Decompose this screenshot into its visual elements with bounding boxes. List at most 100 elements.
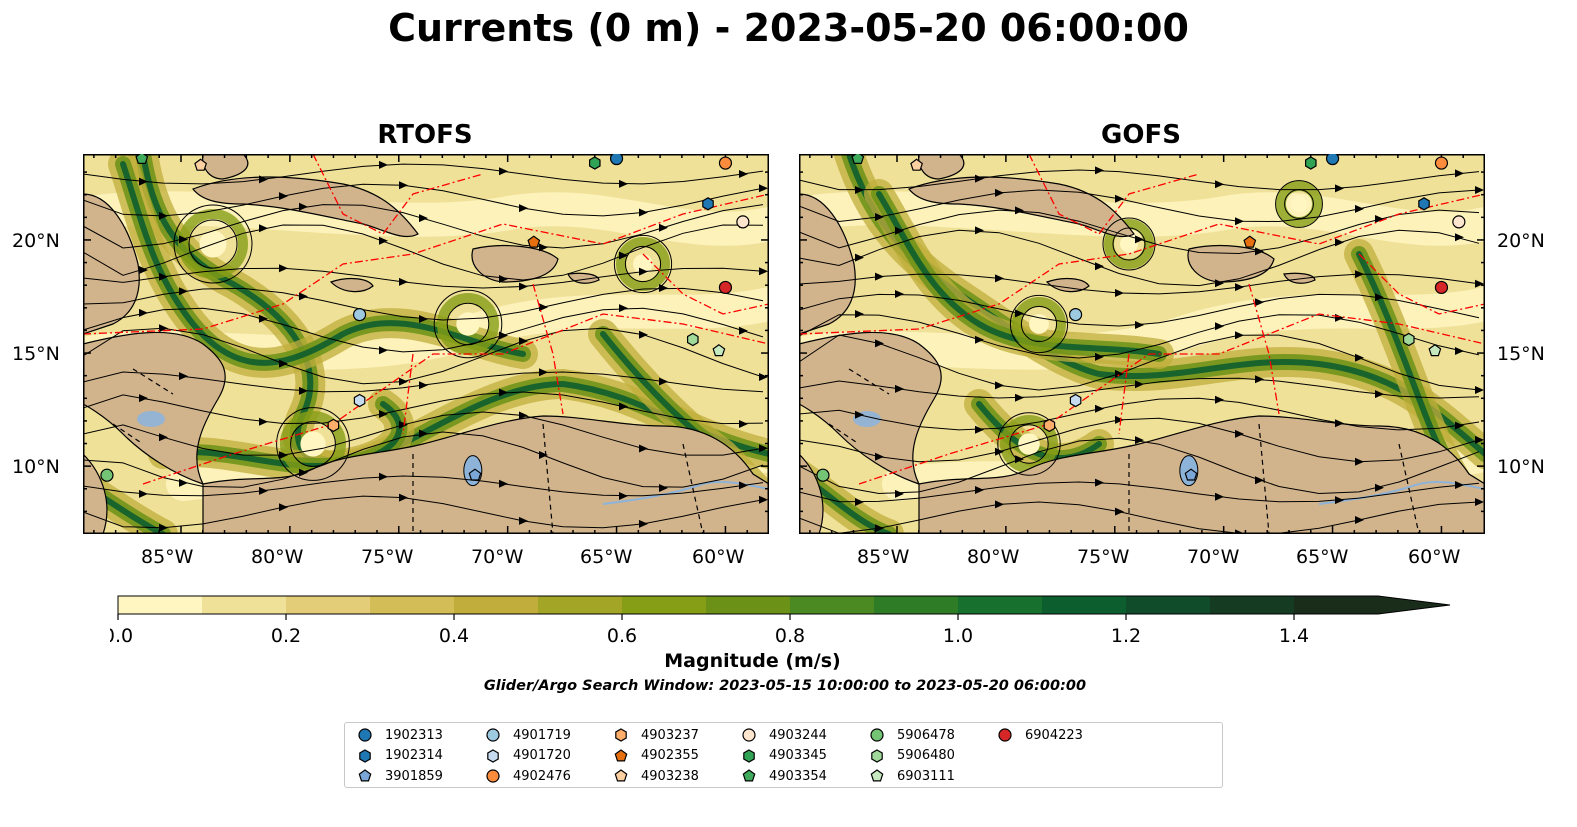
land-puerto-rico <box>1283 272 1316 284</box>
colorbar-segment <box>370 596 455 614</box>
legend-label: 5906480 <box>897 748 955 763</box>
float-marker-4903244 <box>1452 215 1466 229</box>
colorbar-tick-label: 1.4 <box>1279 625 1309 647</box>
colorbar-segment <box>1126 596 1211 614</box>
float-marker-4901720 <box>1069 393 1082 408</box>
colorbar-tick-label: 0.6 <box>607 625 637 647</box>
colorbar-segment <box>454 596 539 614</box>
lat-label-10n-right: 10°N <box>1497 456 1545 478</box>
colorbar-tick-label: 0.2 <box>271 625 301 647</box>
legend-label: 1902313 <box>385 727 443 743</box>
colorbar-segment <box>118 596 203 614</box>
colorbar: 0.0 0.2 0.4 0.6 0.8 1.0 1.2 1.4 <box>110 595 1451 647</box>
float-marker-6904223 <box>1434 280 1449 295</box>
map-frame <box>83 154 769 534</box>
float-marker-4901720 <box>353 393 366 408</box>
land-jamaica <box>1045 277 1090 293</box>
legend-marker-4903237 <box>615 728 627 742</box>
lon-label-75w-rtofs: 75°W <box>361 546 414 568</box>
legend-item-4903244: 4903244 <box>741 725 827 745</box>
float-marker-5906478 <box>100 468 114 482</box>
colorbar-segment <box>1210 596 1295 614</box>
eddy-ring <box>1012 297 1066 351</box>
float-marker-6903111 <box>1428 344 1442 357</box>
map-frame <box>799 154 1485 534</box>
lon-label-70w-gofs: 70°W <box>1187 546 1240 568</box>
legend-item-6904223: 6904223 <box>997 725 1083 745</box>
float-marker-3901859 <box>468 468 482 481</box>
low-speed-band <box>83 191 769 246</box>
legend-marker-4903244 <box>742 728 756 742</box>
legend-marker-6904223 <box>998 728 1012 742</box>
eddy-center <box>456 312 480 336</box>
legend-item-4903237: 4903237 <box>613 725 699 745</box>
float-marker-6903111 <box>712 344 726 357</box>
legend-label: 4903345 <box>769 748 827 763</box>
legend-marker-4902476 <box>486 769 500 783</box>
eddy-ring <box>1000 415 1058 473</box>
legend-item-4903354: 4903354 <box>741 766 827 786</box>
colorbar-segment <box>1294 596 1379 614</box>
lat-label-20n-left: 20°N <box>12 230 60 252</box>
lon-label-65w-gofs: 65°W <box>1296 546 1349 568</box>
float-marker-4902355 <box>527 235 541 248</box>
colorbar-segment <box>958 596 1043 614</box>
colorbar-segment <box>874 596 959 614</box>
legend-item-3901859: 3901859 <box>357 766 443 786</box>
land-yucatan <box>83 193 140 335</box>
legend-marker-1902314 <box>359 748 371 763</box>
legend-item-6903111: 6903111 <box>869 766 955 786</box>
land-hispaniola <box>471 245 559 283</box>
legend-item-4901720: 4901720 <box>485 746 571 766</box>
float-marker-4902355 <box>1243 235 1257 248</box>
figure-title: Currents (0 m) - 2023-05-20 06:00:00 <box>388 6 1189 50</box>
land-south-america <box>918 415 1485 534</box>
legend-label: 1902314 <box>385 748 443 763</box>
colorbar-segment <box>538 596 623 614</box>
colorbar-tick-label: 0.0 <box>110 625 133 647</box>
lake-nicaragua <box>137 411 165 427</box>
current-band-core <box>876 191 1162 357</box>
search-window-text: Glider/Argo Search Window: 2023-05-15 10… <box>483 678 1087 694</box>
country-borders <box>828 368 1420 534</box>
float-marker-4903345 <box>1305 156 1317 170</box>
current-band-core <box>120 161 526 366</box>
colorbar-segment <box>1042 596 1127 614</box>
lon-label-65w-rtofs: 65°W <box>580 546 633 568</box>
legend-label: 4902355 <box>641 748 699 763</box>
colorbar-segment <box>790 596 875 614</box>
legend-marker-4901719 <box>486 728 500 742</box>
streamlines <box>83 160 768 532</box>
legend-marker-4901720 <box>487 748 499 763</box>
legend-label: 4902476 <box>513 768 571 784</box>
legend-label: 5906478 <box>897 727 955 743</box>
float-marker-6904223 <box>718 280 733 295</box>
float-marker-3901859 <box>1184 468 1198 481</box>
float-marker-5906480 <box>1402 332 1415 347</box>
lon-label-85w-gofs: 85°W <box>857 546 910 568</box>
legend-item-4903345: 4903345 <box>741 746 827 766</box>
float-marker-1902314 <box>702 197 714 211</box>
current-band-core <box>976 401 1102 462</box>
float-marker-4903237 <box>327 418 340 433</box>
frame-ticks <box>799 154 1485 534</box>
legend-marker-1902313 <box>358 728 372 742</box>
float-marker-4901719 <box>352 307 367 322</box>
legend-label: 4901719 <box>513 727 571 743</box>
float-marker-4903238 <box>910 158 924 171</box>
legend-marker-4903238 <box>614 769 628 782</box>
colorbar-label: Magnitude (m/s) <box>664 650 841 672</box>
map-panel-gofs <box>799 154 1485 534</box>
eddy-ring <box>1104 219 1154 269</box>
float-marker-1902313 <box>609 154 624 166</box>
eddy-center <box>300 431 326 457</box>
legend-label: 4903237 <box>641 727 699 743</box>
float-marker-4901719 <box>1068 307 1083 322</box>
float-marker-5906478 <box>816 468 830 482</box>
lon-label-85w-rtofs: 85°W <box>141 546 194 568</box>
land-jamaica <box>329 277 374 293</box>
legend-marker-4903354 <box>742 769 756 782</box>
colorbar-tick-label: 0.4 <box>439 625 469 647</box>
eddy-ring <box>616 237 670 291</box>
float-marker-4902476 <box>718 156 733 170</box>
